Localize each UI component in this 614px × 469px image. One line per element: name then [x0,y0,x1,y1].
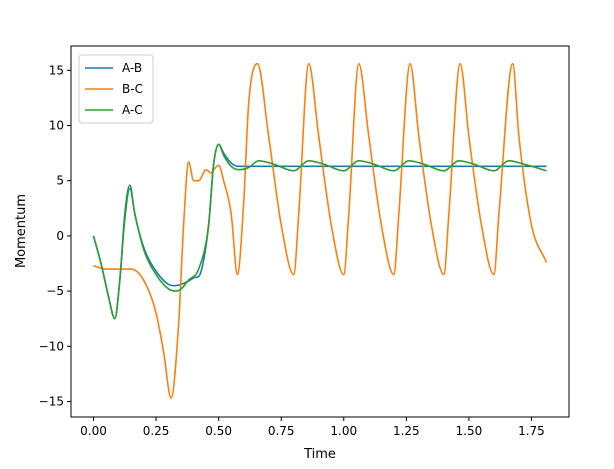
plot-frame [70,45,570,418]
x-tick-label: 0.25 [143,424,170,438]
legend-label: A-C [122,103,143,117]
legend-box [78,54,154,124]
x-tick-label: 0.75 [268,424,295,438]
series-line-1 [93,62,548,400]
plot-lines [92,62,548,400]
y-axis-label: Momentum [14,194,29,268]
y-tick-label: −15 [39,395,64,409]
y-tick-label: 0 [56,229,64,243]
legend-label: B-C [122,82,143,96]
y-axis: −15 −10 −5 0 5 10 15 [39,63,71,409]
x-tick-label: 1.00 [330,424,357,438]
x-tick-label: 1.75 [518,424,545,438]
x-axis-label: Time [303,447,336,462]
y-tick-label: 15 [49,63,64,77]
legend: A-B B-C A-C [78,54,154,124]
series-line-2 [92,143,547,320]
y-tick-label: 5 [56,174,64,188]
x-axis: 0.00 0.25 0.50 0.75 1.00 1.25 1.50 1.75 [80,417,545,438]
x-tick-label: 0.50 [205,424,232,438]
x-tick-label: 1.50 [456,424,483,438]
legend-label: A-B [122,61,142,75]
x-tick-label: 1.25 [393,424,420,438]
y-tick-label: −10 [39,339,64,353]
y-tick-label: −5 [46,284,64,298]
y-tick-label: 10 [49,119,64,133]
x-tick-label: 0.00 [80,424,107,438]
series-line-0 [92,143,547,320]
